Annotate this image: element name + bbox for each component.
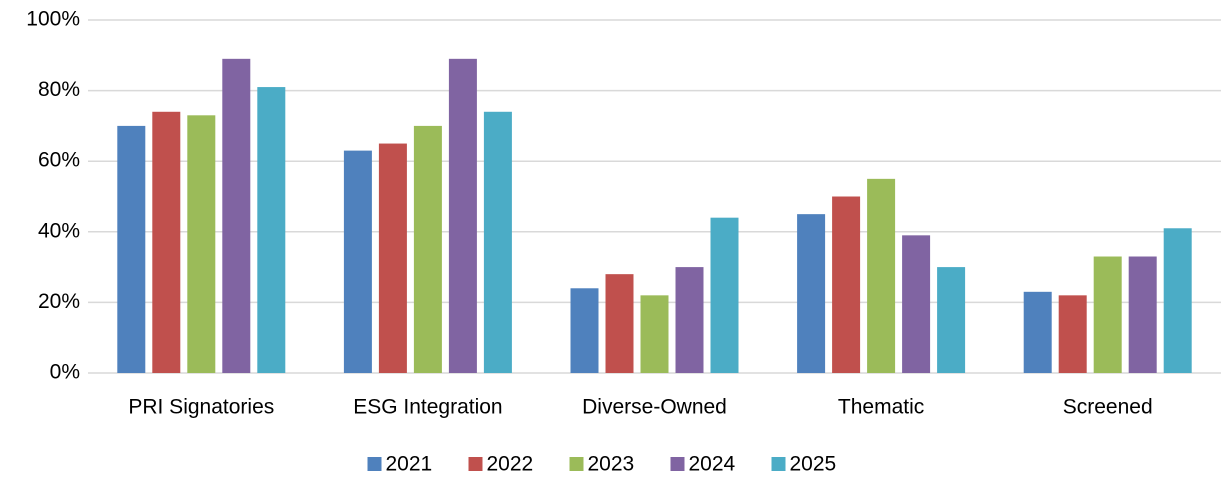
bar <box>832 196 861 373</box>
bar <box>413 125 442 374</box>
y-tick-label: 20% <box>38 290 80 313</box>
x-tick-label: PRI Signatories <box>128 396 274 419</box>
legend-label: 2023 <box>588 453 635 476</box>
bar <box>152 111 181 373</box>
bar <box>257 87 286 373</box>
bar <box>483 111 512 373</box>
bar <box>937 267 966 373</box>
x-tick-label: Diverse-Owned <box>582 396 727 419</box>
bar <box>1093 256 1122 373</box>
legend-swatch <box>367 457 382 471</box>
bar <box>797 214 826 373</box>
legend-swatch <box>468 457 483 471</box>
bar <box>1058 295 1087 373</box>
bar <box>222 58 251 374</box>
bar <box>343 150 372 373</box>
y-tick-label: 60% <box>38 149 80 172</box>
legend-swatch <box>670 457 685 471</box>
legend-label: 2025 <box>790 453 837 476</box>
bar <box>117 125 146 374</box>
y-tick-label: 80% <box>38 78 80 101</box>
bar <box>605 274 634 373</box>
y-tick-label: 40% <box>38 219 80 242</box>
bar <box>640 295 669 373</box>
bar <box>1023 291 1052 373</box>
legend-swatch <box>771 457 786 471</box>
bar <box>867 178 896 373</box>
legend-label: 2021 <box>386 453 433 476</box>
legend-label: 2024 <box>689 453 736 476</box>
bar <box>187 115 216 373</box>
bar <box>378 143 407 373</box>
y-tick-label: 100% <box>26 8 80 31</box>
bar <box>902 235 931 373</box>
y-tick-label: 0% <box>50 361 80 384</box>
bar <box>1128 256 1157 373</box>
legend-label: 2022 <box>487 453 534 476</box>
bar <box>710 217 739 373</box>
bar <box>448 58 477 374</box>
bar <box>675 267 704 373</box>
x-tick-label: ESG Integration <box>353 396 502 419</box>
x-tick-label: Thematic <box>838 396 924 419</box>
legend-swatch <box>569 457 584 471</box>
bar <box>1163 228 1192 373</box>
bar <box>570 288 599 373</box>
x-tick-label: Screened <box>1063 396 1153 419</box>
